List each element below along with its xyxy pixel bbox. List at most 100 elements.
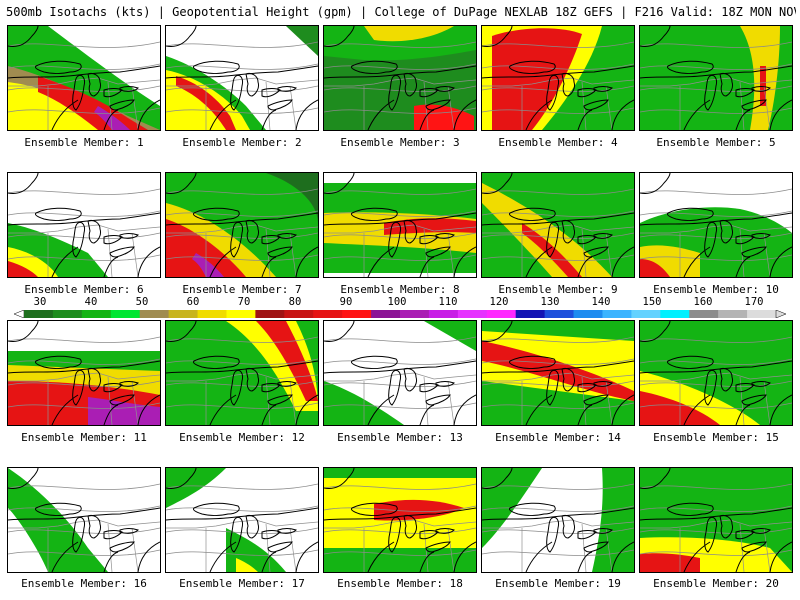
state-borders — [640, 519, 792, 572]
state-borders — [166, 224, 318, 277]
ensemble-member-label: Ensemble Member: 4 — [498, 136, 618, 149]
great-lakes-outline — [509, 60, 613, 111]
ensemble-member-label: Ensemble Member: 12 — [179, 431, 305, 444]
height-contour — [482, 85, 634, 92]
wind-speed-band — [192, 253, 224, 277]
coastline — [482, 321, 634, 425]
state-borders — [8, 519, 160, 572]
height-contour — [482, 254, 634, 261]
colorbar-tick-label: 140 — [591, 296, 611, 308]
state-borders — [482, 77, 634, 130]
wind-speed-band — [482, 183, 612, 277]
colorbar-swatch — [226, 310, 256, 318]
coastline — [166, 173, 318, 277]
coastline — [166, 26, 318, 130]
state-borders — [640, 372, 792, 425]
wind-speed-band — [374, 499, 464, 521]
colorbar-swatch — [197, 310, 227, 318]
ensemble-map-panel — [639, 467, 793, 573]
isotach-map — [8, 173, 160, 277]
isotach-map — [482, 321, 634, 425]
height-contour — [8, 505, 160, 512]
height-contour — [324, 254, 476, 261]
wind-speed-band — [8, 261, 38, 277]
isotach-map — [166, 26, 318, 130]
wind-speed-band — [364, 26, 454, 42]
great-lakes-outline — [193, 60, 297, 111]
height-contour — [166, 527, 318, 534]
ensemble-map-panel — [481, 25, 635, 131]
height-contour — [640, 210, 792, 217]
coastline — [482, 468, 634, 572]
state-borders — [166, 519, 318, 572]
colorbar-tick-label: 80 — [288, 296, 302, 308]
height-contour — [166, 107, 318, 114]
great-lakes-outline — [35, 502, 139, 553]
state-borders — [482, 372, 634, 425]
wind-speed-colorbar — [14, 310, 786, 318]
colorbar-swatch — [544, 310, 575, 318]
wind-speed-band — [8, 468, 108, 572]
ensemble-member-label: Ensemble Member: 18 — [337, 577, 463, 590]
state-borders — [8, 372, 160, 425]
great-lakes-outline — [351, 207, 455, 258]
height-contour — [640, 549, 792, 556]
coastline — [8, 468, 160, 572]
great-lakes-outline — [193, 355, 297, 406]
ensemble-member-label: Ensemble Member: 19 — [495, 577, 621, 590]
isotach-map — [8, 468, 160, 572]
state-borders — [324, 224, 476, 277]
colorbar-swatch — [718, 310, 748, 318]
height-contour — [324, 505, 476, 512]
great-lakes-outline — [193, 207, 297, 258]
colorbar-swatch — [689, 310, 719, 318]
wind-speed-band — [88, 397, 160, 425]
ensemble-member-label: Ensemble Member: 9 — [498, 283, 618, 296]
colorbar-tick-label: 130 — [540, 296, 560, 308]
isotach-map — [166, 321, 318, 425]
height-contour — [8, 63, 160, 70]
height-contour — [640, 107, 792, 114]
colorbar-swatch — [52, 310, 83, 318]
colorbar-swatch — [313, 310, 343, 318]
height-contour — [640, 188, 792, 195]
state-borders — [640, 224, 792, 277]
height-contour — [482, 380, 634, 387]
ensemble-member-label: Ensemble Member: 5 — [656, 136, 776, 149]
colorbar-swatch — [371, 310, 401, 318]
height-contour — [482, 63, 634, 70]
ensemble-map-panel — [481, 467, 635, 573]
height-contour — [482, 107, 634, 114]
height-contour — [324, 358, 476, 365]
ensemble-map-panel — [639, 25, 793, 131]
wind-speed-band — [384, 218, 476, 235]
height-contour — [640, 527, 792, 534]
colorbar-swatch — [139, 310, 170, 318]
height-contour — [166, 210, 318, 217]
height-contour — [166, 358, 318, 365]
state-borders — [482, 224, 634, 277]
isotach-map — [482, 26, 634, 130]
ensemble-map-panel — [481, 320, 635, 426]
great-lakes-outline — [509, 207, 613, 258]
coastline — [166, 321, 318, 425]
isotach-map — [640, 173, 792, 277]
ensemble-map-panel — [639, 320, 793, 426]
height-contour — [640, 505, 792, 512]
height-contour — [482, 232, 634, 239]
great-lakes-outline — [193, 502, 297, 553]
coastline — [8, 26, 160, 130]
height-contour — [8, 402, 160, 409]
height-contour — [166, 41, 318, 48]
state-borders — [166, 77, 318, 130]
colorbar-tick-label: 50 — [135, 296, 149, 308]
isotach-map — [8, 26, 160, 130]
isotach-map — [482, 468, 634, 572]
ensemble-map-panel — [7, 25, 161, 131]
height-contour — [8, 232, 160, 239]
colorbar-swatch — [168, 310, 199, 318]
coastline — [640, 173, 792, 277]
great-lakes-outline — [667, 60, 771, 111]
colorbar-swatch — [110, 310, 141, 318]
isotach-map — [324, 173, 476, 277]
